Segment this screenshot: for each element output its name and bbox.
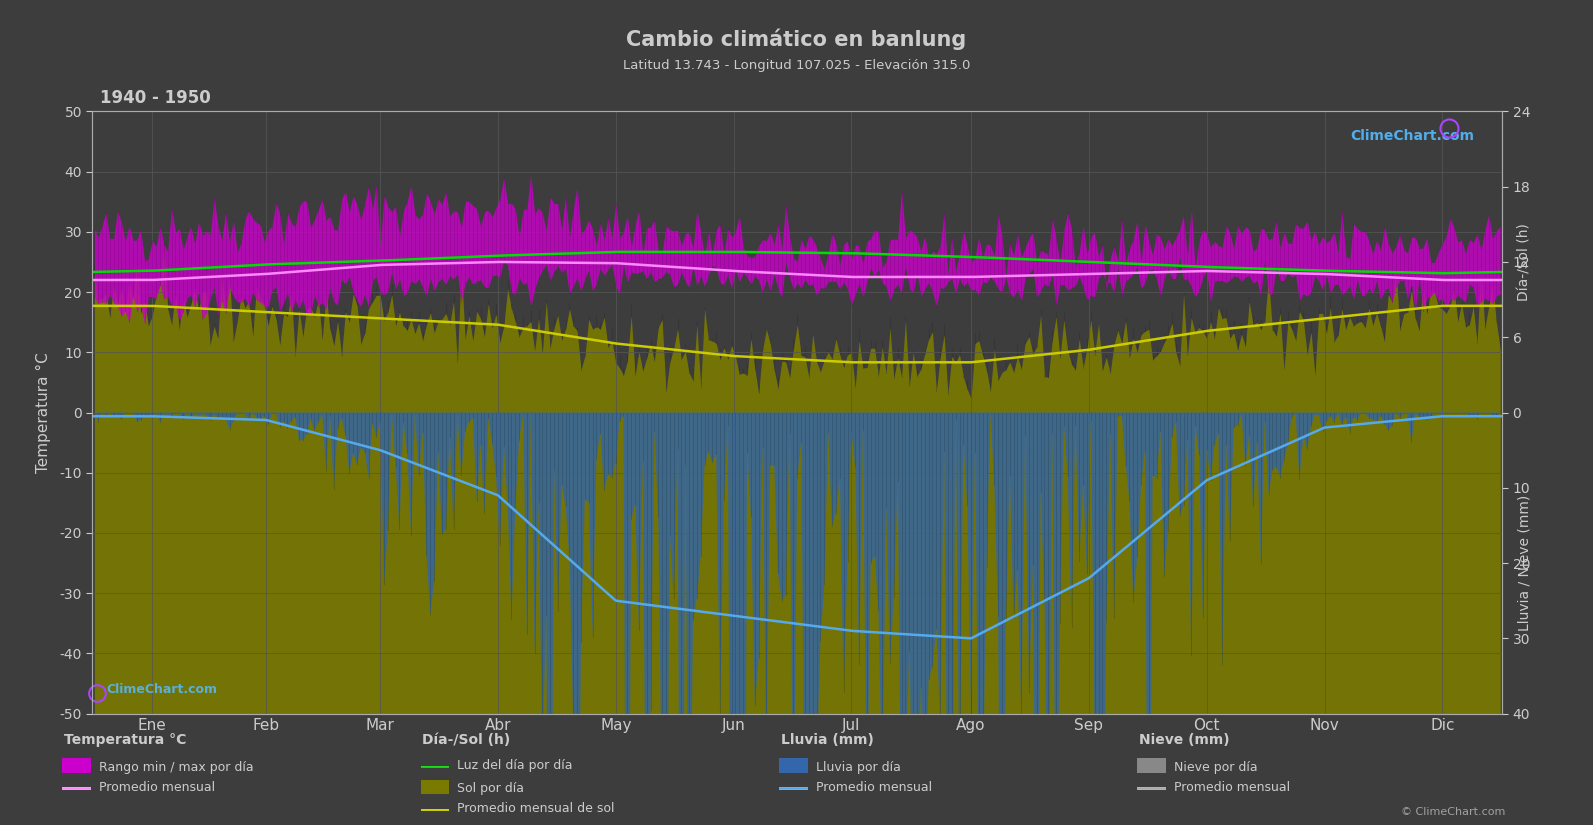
Text: Temperatura °C: Temperatura °C — [64, 733, 186, 747]
Text: Latitud 13.743 - Longitud 107.025 - Elevación 315.0: Latitud 13.743 - Longitud 107.025 - Elev… — [623, 59, 970, 73]
Text: Promedio mensual: Promedio mensual — [1174, 780, 1290, 794]
Text: Nieve por día: Nieve por día — [1174, 761, 1257, 774]
Text: Nieve (mm): Nieve (mm) — [1139, 733, 1230, 747]
Text: Sol por día: Sol por día — [457, 782, 524, 795]
Text: © ClimeChart.com: © ClimeChart.com — [1400, 807, 1505, 817]
Text: Cambio climático en banlung: Cambio climático en banlung — [626, 29, 967, 50]
Text: Promedio mensual: Promedio mensual — [816, 780, 932, 794]
Text: ClimeChart.com: ClimeChart.com — [107, 682, 218, 695]
Text: Rango min / max por día: Rango min / max por día — [99, 761, 253, 774]
Text: Promedio mensual de sol: Promedio mensual de sol — [457, 802, 615, 815]
Text: Luz del día por día: Luz del día por día — [457, 759, 573, 772]
Text: Lluvia por día: Lluvia por día — [816, 761, 900, 774]
Text: Promedio mensual: Promedio mensual — [99, 780, 215, 794]
Text: ClimeChart.com: ClimeChart.com — [1349, 130, 1474, 144]
Text: Lluvia (mm): Lluvia (mm) — [781, 733, 873, 747]
Text: Lluvia / Nieve (mm): Lluvia / Nieve (mm) — [1518, 495, 1531, 631]
Text: Día-/Sol (h): Día-/Sol (h) — [422, 733, 510, 747]
Text: Día-/Sol (h): Día-/Sol (h) — [1518, 223, 1531, 301]
Text: 1940 - 1950: 1940 - 1950 — [100, 89, 212, 107]
Y-axis label: Temperatura °C: Temperatura °C — [37, 352, 51, 473]
